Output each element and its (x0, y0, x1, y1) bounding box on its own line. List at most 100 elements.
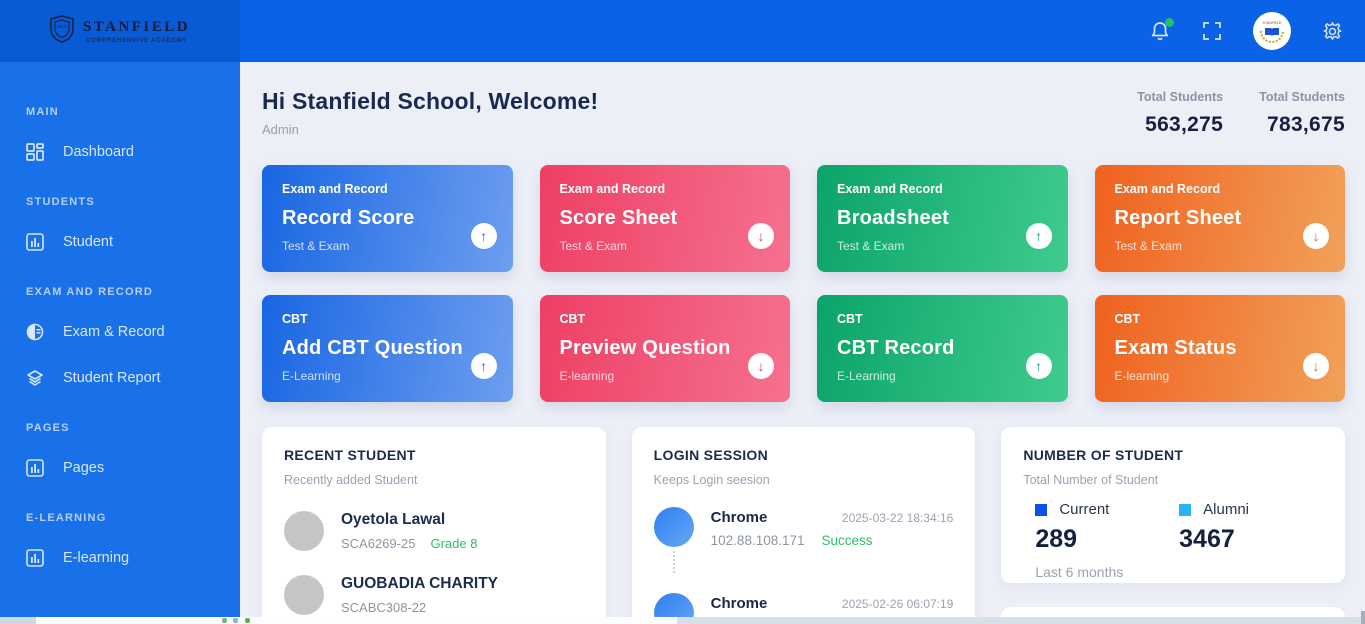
card-subtitle: E-learning (1114, 369, 1170, 383)
session-browser: Chrome (710, 509, 768, 526)
arrow-down-icon[interactable]: ↓ (748, 353, 774, 379)
avatar (284, 511, 324, 551)
sidebar-section-pages: PAGES (26, 422, 70, 434)
header-stats: Total Students 563,275 Total Students 78… (1137, 90, 1345, 137)
card-subtitle: E-learning (559, 369, 615, 383)
student-id: SCA6269-25 (341, 536, 416, 551)
bell-icon[interactable] (1149, 18, 1174, 42)
legend-square-icon (1035, 503, 1048, 516)
sidebar-section-main: MAIN (26, 106, 59, 118)
stat-value: 783,675 (1266, 113, 1345, 136)
student-name: Oyetola Lawal (341, 511, 446, 528)
page-subtitle: Admin (262, 122, 299, 137)
sidebar-item-label: E-learning (63, 550, 130, 566)
stat-label: Total Students (1137, 90, 1224, 104)
session-timestamp: 2025-02-26 06:07:19 (841, 597, 954, 611)
scrollbar-thumb[interactable] (36, 617, 677, 624)
sidebar-item-pages[interactable]: Pages (0, 456, 240, 480)
scrollbar-track[interactable] (677, 617, 1365, 624)
card-report-sheet[interactable]: Exam and Record Report Sheet Test & Exam… (1094, 165, 1345, 272)
card-subtitle: Test & Exam (559, 239, 627, 253)
page-header: Hi Stanfield School, Welcome! Admin Tota… (262, 88, 1345, 137)
card-broadsheet[interactable]: Exam and Record Broadsheet Test & Exam ↑ (817, 165, 1068, 272)
card-add-cbt-question[interactable]: CBT Add CBT Question E-Learning ↑ (262, 295, 513, 402)
total-students-stat: Total Students 563,275 (1137, 90, 1223, 137)
arrow-down-icon[interactable]: ↓ (748, 223, 774, 249)
arrow-up-icon[interactable]: ↑ (1025, 223, 1052, 249)
arrow-up-icon[interactable]: ↑ (470, 353, 497, 379)
panel-title: RECENT STUDENT (284, 447, 416, 463)
student-grade: Grade 8 (430, 536, 478, 551)
sidebar-item-student-report[interactable]: Student Report (0, 366, 240, 390)
arrow-up-icon[interactable]: ↑ (1025, 353, 1052, 379)
card-score-sheet[interactable]: Exam and Record Score Sheet Test & Exam … (539, 165, 790, 272)
card-title: Exam Status (1114, 337, 1237, 359)
arrow-up-icon[interactable]: ↑ (470, 223, 497, 249)
card-title: Preview Question (559, 337, 731, 359)
list-item: Chrome 102.88.108.171 Success 2025-03-22… (653, 507, 954, 573)
sidebar: MAIN Dashboard STUDENTS Student EXAM AND… (0, 62, 240, 624)
favicon-artifact (245, 618, 250, 623)
card-subtitle: Test & Exam (282, 239, 350, 253)
legend-alumni: Alumni 3467 (1179, 501, 1323, 554)
brand-logo[interactable]: SCA STANFIELD COMPREHENSIVE ACADEMY (0, 0, 240, 62)
sidebar-item-dashboard[interactable]: Dashboard (0, 140, 240, 164)
session-timestamp: 2025-03-22 18:34:16 (841, 511, 954, 525)
brand-tagline: COMPREHENSIVE ACADEMY (85, 37, 188, 44)
timeline-connector (672, 551, 675, 573)
card-category: Exam and Record (282, 182, 388, 196)
arrow-down-icon[interactable]: ↓ (1303, 223, 1329, 249)
browser-dot-icon (653, 507, 694, 547)
card-cbt-record[interactable]: CBT CBT Record E-Learning ↑ (817, 295, 1068, 402)
legend-square-icon (1179, 503, 1192, 516)
legend-label: Alumni (1203, 501, 1250, 518)
panel-subtitle: Recently added Student (284, 473, 418, 487)
panels-row: RECENT STUDENT Recently added Student Oy… (262, 427, 1345, 624)
session-ip: 102.88.108.171 (710, 533, 805, 548)
layers-icon (26, 369, 44, 387)
panel-subtitle: Total Number of Student (1023, 473, 1159, 487)
sidebar-item-exam-record[interactable]: Exam & Record (0, 320, 240, 344)
horizontal-scrollbar[interactable] (0, 617, 1365, 624)
recent-student-panel: RECENT STUDENT Recently added Student Oy… (262, 427, 606, 624)
sidebar-section-exam-record: EXAM AND RECORD (26, 286, 153, 298)
login-session-panel: LOGIN SESSION Keeps Login seesion Chrome… (631, 427, 976, 624)
legend-value: 289 (1035, 525, 1078, 553)
card-category: CBT (837, 312, 863, 326)
panel-subtitle: Keeps Login seesion (653, 473, 770, 487)
gear-icon[interactable] (1321, 20, 1343, 42)
card-title: Record Score (282, 207, 415, 229)
stat-value: 563,275 (1145, 113, 1224, 136)
card-exam-status[interactable]: CBT Exam Status E-learning ↓ (1094, 295, 1345, 402)
vertical-scrollbar-thumb[interactable] (1361, 611, 1365, 624)
card-preview-question[interactable]: CBT Preview Question E-learning ↓ (539, 295, 790, 402)
card-subtitle: Test & Exam (1114, 239, 1182, 253)
fullscreen-icon[interactable] (1201, 20, 1223, 42)
legend-label: Current (1059, 501, 1110, 518)
list-item: Oyetola Lawal SCA6269-25 Grade 8 (284, 511, 584, 551)
sidebar-item-student[interactable]: Student (0, 230, 240, 254)
svg-text:STANFIELD: STANFIELD (1263, 21, 1282, 25)
card-title: CBT Record (837, 337, 955, 359)
page-title: Hi Stanfield School, Welcome! (262, 88, 599, 114)
avatar (284, 575, 324, 615)
session-browser: Chrome (710, 595, 768, 612)
card-category: CBT (282, 312, 308, 326)
arrow-down-icon[interactable]: ↓ (1303, 353, 1329, 379)
card-subtitle: Test & Exam (837, 239, 905, 253)
legend-footnote: Last 6 months (1035, 564, 1124, 580)
card-title: Add CBT Question (282, 337, 463, 359)
sidebar-item-label: Pages (63, 460, 105, 476)
svg-text:SCA: SCA (57, 24, 66, 29)
legend-value: 3467 (1179, 525, 1235, 553)
sidebar-section-elearning: E-LEARNING (26, 512, 107, 524)
sidebar-item-label: Student Report (63, 370, 161, 386)
sidebar-item-elearning[interactable]: E-learning (0, 546, 240, 570)
card-record-score[interactable]: Exam and Record Record Score Test & Exam… (262, 165, 513, 272)
grid-icon (26, 143, 44, 161)
card-title: Score Sheet (559, 207, 678, 229)
student-id: SCABC308-22 (341, 600, 427, 615)
card-title: Report Sheet (1114, 207, 1242, 229)
profile-avatar[interactable]: STANFIELD (1253, 12, 1291, 50)
stat-label: Total Students (1259, 90, 1345, 104)
